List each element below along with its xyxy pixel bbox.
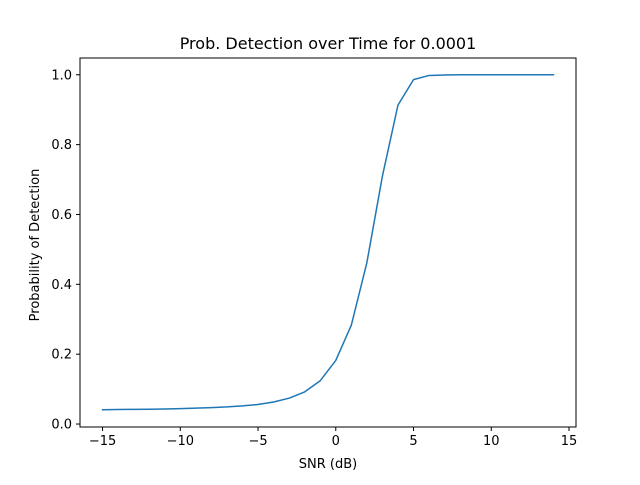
y-tick-label: 0.4 bbox=[51, 278, 72, 293]
y-tick-label: 0.2 bbox=[51, 348, 72, 363]
x-tick-label: 5 bbox=[409, 434, 417, 449]
x-tick-label: 10 bbox=[483, 434, 500, 449]
y-tick-label: 0.8 bbox=[51, 138, 72, 153]
y-axis-label: Probability of Detection bbox=[28, 169, 43, 322]
chart-title: Prob. Detection over Time for 0.0001 bbox=[180, 34, 477, 53]
series-line-0 bbox=[101, 74, 555, 411]
x-tick-label: 15 bbox=[561, 434, 578, 449]
plot-area bbox=[79, 57, 577, 428]
x-axis: −15 −10 −5 0 5 10 15 bbox=[89, 427, 577, 449]
y-tick-label: 0.0 bbox=[51, 418, 72, 433]
y-tick-label: 0.6 bbox=[51, 208, 72, 223]
y-tick-label: 1.0 bbox=[51, 68, 72, 83]
plot-frame bbox=[79, 57, 577, 428]
x-tick-label: −10 bbox=[167, 434, 194, 449]
x-axis-label: SNR (dB) bbox=[299, 457, 357, 472]
x-tick-label: 0 bbox=[332, 434, 340, 449]
x-tick-label: −5 bbox=[248, 434, 267, 449]
x-tick-label: −15 bbox=[89, 434, 116, 449]
y-axis: 0.0 0.2 0.4 0.6 0.8 1.0 bbox=[51, 68, 80, 433]
